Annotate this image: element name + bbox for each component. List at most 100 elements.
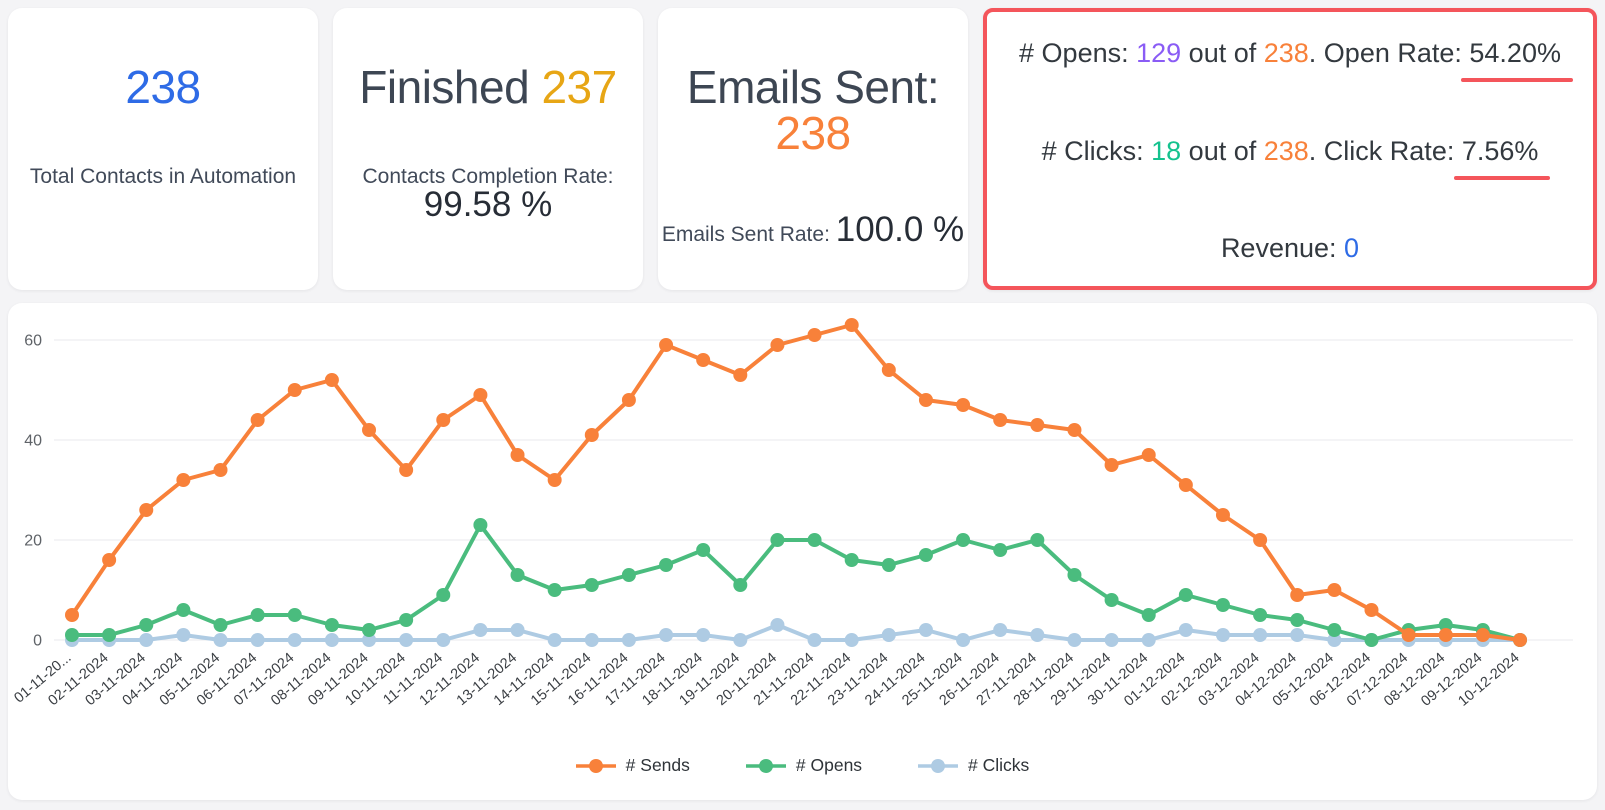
opens-data-point[interactable]	[473, 518, 488, 532]
legend-item-opens[interactable]: # Opens	[745, 755, 862, 776]
clicks-data-point[interactable]	[1030, 628, 1045, 642]
clicks-data-point[interactable]	[1290, 628, 1305, 642]
opens-data-point[interactable]	[65, 628, 79, 642]
opens-data-point[interactable]	[770, 533, 785, 547]
opens-data-point[interactable]	[213, 618, 228, 632]
sends-data-point[interactable]	[659, 338, 674, 352]
clicks-data-point[interactable]	[1253, 628, 1268, 642]
sends-data-point[interactable]	[696, 353, 711, 367]
sends-data-point[interactable]	[881, 363, 896, 377]
clicks-data-point[interactable]	[584, 633, 599, 647]
clicks-data-point[interactable]	[844, 633, 859, 647]
opens-data-point[interactable]	[1030, 533, 1045, 547]
clicks-data-point[interactable]	[918, 623, 933, 637]
opens-data-point[interactable]	[1438, 618, 1453, 632]
clicks-data-point[interactable]	[659, 628, 674, 642]
sends-data-point[interactable]	[1513, 633, 1527, 647]
clicks-data-point[interactable]	[287, 633, 302, 647]
sends-data-point[interactable]	[436, 413, 451, 427]
sends-data-point[interactable]	[399, 463, 414, 477]
opens-data-point[interactable]	[733, 578, 748, 592]
sends-data-point[interactable]	[1438, 628, 1453, 642]
opens-data-point[interactable]	[176, 603, 191, 617]
sends-data-point[interactable]	[621, 393, 636, 407]
clicks-data-point[interactable]	[547, 633, 562, 647]
sends-data-point[interactable]	[362, 423, 377, 437]
legend-item-clicks[interactable]: # Clicks	[918, 755, 1029, 776]
opens-data-point[interactable]	[1290, 613, 1305, 627]
sends-data-point[interactable]	[1401, 628, 1416, 642]
sends-data-point[interactable]	[1067, 423, 1082, 437]
opens-data-point[interactable]	[659, 558, 674, 572]
sends-data-point[interactable]	[956, 398, 971, 412]
sends-data-point[interactable]	[1364, 603, 1379, 617]
clicks-data-point[interactable]	[733, 633, 748, 647]
sends-data-point[interactable]	[584, 428, 599, 442]
sends-data-point[interactable]	[733, 368, 748, 382]
sends-data-point[interactable]	[993, 413, 1008, 427]
sends-data-point[interactable]	[844, 318, 859, 332]
opens-data-point[interactable]	[696, 543, 711, 557]
sends-data-point[interactable]	[807, 328, 822, 342]
clicks-data-point[interactable]	[1327, 633, 1342, 647]
opens-data-point[interactable]	[918, 548, 933, 562]
sends-data-point[interactable]	[324, 373, 339, 387]
clicks-data-point[interactable]	[510, 623, 525, 637]
clicks-data-point[interactable]	[324, 633, 339, 647]
clicks-data-point[interactable]	[213, 633, 228, 647]
opens-data-point[interactable]	[881, 558, 896, 572]
sends-data-point[interactable]	[918, 393, 933, 407]
sends-data-point[interactable]	[473, 388, 488, 402]
clicks-data-point[interactable]	[696, 628, 711, 642]
clicks-data-point[interactable]	[176, 628, 191, 642]
opens-data-point[interactable]	[1327, 623, 1342, 637]
clicks-data-point[interactable]	[139, 633, 154, 647]
sends-data-point[interactable]	[65, 608, 79, 622]
opens-data-point[interactable]	[324, 618, 339, 632]
opens-data-point[interactable]	[510, 568, 525, 582]
sends-data-point[interactable]	[1215, 508, 1230, 522]
opens-data-point[interactable]	[1215, 598, 1230, 612]
sends-data-point[interactable]	[102, 553, 117, 567]
sends-data-point[interactable]	[139, 503, 154, 517]
sends-data-point[interactable]	[547, 473, 562, 487]
opens-data-point[interactable]	[436, 588, 451, 602]
opens-data-point[interactable]	[1141, 608, 1156, 622]
clicks-data-point[interactable]	[399, 633, 414, 647]
clicks-data-point[interactable]	[362, 633, 377, 647]
opens-data-point[interactable]	[362, 623, 377, 637]
opens-data-point[interactable]	[102, 628, 117, 642]
sends-data-point[interactable]	[1253, 533, 1268, 547]
sends-data-point[interactable]	[1141, 448, 1156, 462]
clicks-data-point[interactable]	[250, 633, 265, 647]
clicks-data-point[interactable]	[993, 623, 1008, 637]
clicks-data-point[interactable]	[1104, 633, 1119, 647]
opens-data-point[interactable]	[621, 568, 636, 582]
sends-data-point[interactable]	[250, 413, 265, 427]
sends-data-point[interactable]	[213, 463, 228, 477]
opens-data-point[interactable]	[1364, 633, 1379, 647]
sends-data-point[interactable]	[1030, 418, 1045, 432]
opens-data-point[interactable]	[547, 583, 562, 597]
clicks-data-point[interactable]	[1141, 633, 1156, 647]
sends-data-point[interactable]	[1104, 458, 1119, 472]
clicks-data-point[interactable]	[1178, 623, 1193, 637]
legend-item-sends[interactable]: # Sends	[575, 755, 690, 776]
clicks-data-point[interactable]	[1067, 633, 1082, 647]
opens-data-point[interactable]	[250, 608, 265, 622]
clicks-data-point[interactable]	[1215, 628, 1230, 642]
opens-data-point[interactable]	[1104, 593, 1119, 607]
opens-data-point[interactable]	[1067, 568, 1082, 582]
sends-data-point[interactable]	[1327, 583, 1342, 597]
opens-data-point[interactable]	[139, 618, 154, 632]
sends-data-point[interactable]	[1290, 588, 1305, 602]
opens-data-point[interactable]	[1178, 588, 1193, 602]
opens-data-point[interactable]	[287, 608, 302, 622]
clicks-data-point[interactable]	[807, 633, 822, 647]
sends-data-point[interactable]	[770, 338, 785, 352]
opens-data-point[interactable]	[844, 553, 859, 567]
opens-data-point[interactable]	[807, 533, 822, 547]
opens-data-point[interactable]	[584, 578, 599, 592]
clicks-data-point[interactable]	[770, 618, 785, 632]
opens-data-point[interactable]	[399, 613, 414, 627]
